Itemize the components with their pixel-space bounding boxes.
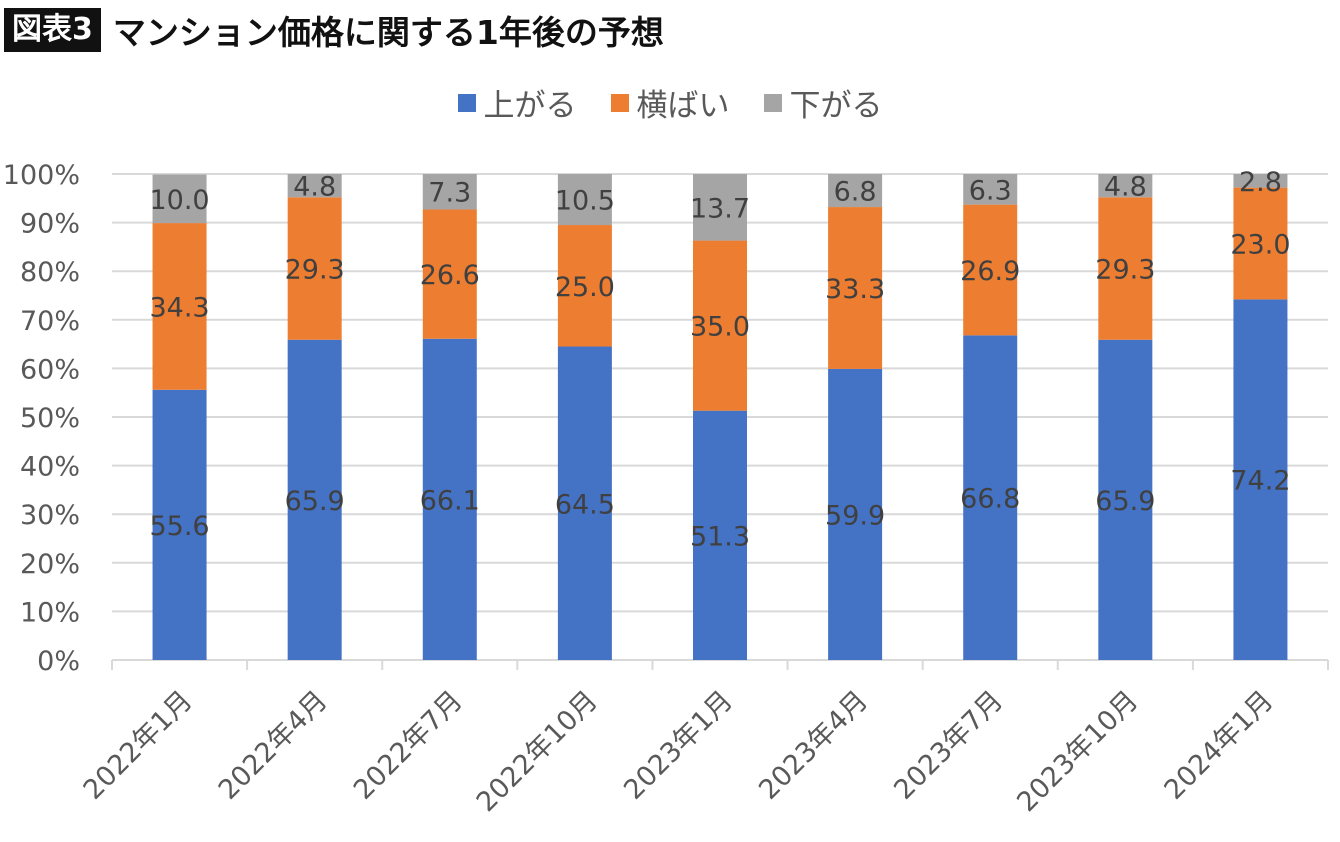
bar-segment [1098,339,1153,660]
legend-item-flat: 横ばい [610,80,730,125]
bar-segment [828,207,883,369]
data-label: 4.8 [293,172,336,203]
data-label: 2.8 [1239,167,1282,198]
x-tick-label: 2023年7月 [888,685,1009,806]
bar-segment [693,240,747,411]
y-tick-label: 0% [37,646,80,677]
legend-swatch-flat [610,93,629,112]
data-label: 66.8 [960,484,1020,515]
data-label: 4.8 [1104,172,1147,203]
x-tick-label: 2022年4月 [213,685,334,806]
data-label: 25.0 [555,272,615,303]
x-tick-label: 2023年10月 [1011,685,1144,818]
bar-segment [1233,299,1288,660]
bar-segment [422,174,477,210]
legend-swatch-down [763,93,782,112]
data-label: 59.9 [825,500,885,531]
legend-item-up: 上がる [457,80,577,125]
bar-segment [1233,187,1288,300]
figure-number-badge: 図表3 [4,8,101,52]
x-tick-label: 2022年1月 [78,685,199,806]
bar-segment [422,338,477,660]
data-label: 23.0 [1230,229,1290,260]
x-tick-label: 2023年4月 [753,685,874,806]
data-label: 26.6 [420,260,480,291]
bar-segment [152,223,207,390]
x-tick-label: 2024年1月 [1159,685,1280,806]
data-label: 64.5 [555,489,615,520]
data-label: 34.3 [149,292,209,323]
bar-segment [557,174,612,226]
data-label: 29.3 [1095,255,1155,286]
y-tick-label: 20% [20,549,80,580]
x-tick-label: 2022年7月 [348,685,469,806]
bar-segment [287,174,342,198]
y-tick-label: 40% [20,452,80,483]
bar-segment [1098,174,1153,198]
legend-swatch-up [457,93,476,112]
y-tick-label: 30% [20,500,80,531]
legend-item-down: 下がる [763,80,883,125]
bar-segment [963,335,1018,660]
bar-segment [828,368,883,660]
y-tick-label: 70% [20,306,80,337]
bar-segment [422,209,477,339]
bar-segment [557,346,612,660]
bar-segment [963,204,1018,336]
x-tick-label: 2023年1月 [618,685,739,806]
bar-segment [152,389,207,660]
data-label: 55.6 [149,511,209,542]
data-label: 33.3 [825,274,885,305]
bar-segment [287,197,342,340]
data-label: 65.9 [285,486,345,517]
y-tick-label: 60% [20,354,80,385]
data-label: 65.9 [1095,486,1155,517]
bar-segment [693,174,747,241]
bar-segment [828,174,883,208]
data-label: 6.8 [834,177,877,208]
data-label: 10.5 [555,186,615,217]
bar-segment [693,410,747,660]
bar-segment [1098,197,1153,340]
data-label: 35.0 [690,312,750,343]
figure-header: 図表3 マンション価格に関する1年後の予想 [4,6,664,54]
data-label: 7.3 [428,178,471,209]
y-tick-label: 10% [20,597,80,628]
bar-segment [287,339,342,660]
data-label: 6.3 [969,175,1012,206]
data-label: 74.2 [1230,466,1290,497]
data-label: 51.3 [690,521,750,552]
y-tick-label: 90% [20,209,80,240]
x-tick-label: 2022年10月 [471,685,604,818]
data-label: 10.0 [149,185,209,216]
data-label: 13.7 [690,193,750,224]
legend-label-down: 下がる [789,88,883,124]
legend-label-up: 上がる [483,88,577,124]
bar-segment [963,174,1018,205]
y-tick-label: 100% [3,160,80,191]
chart-title: マンション価格に関する1年後の予想 [112,13,664,52]
y-tick-label: 80% [20,257,80,288]
chart-legend: 上がる 横ばい 下がる [0,80,1340,125]
data-label: 29.3 [285,255,345,286]
bar-segment [557,225,612,347]
legend-label-flat: 横ばい [636,88,730,124]
data-label: 66.1 [420,485,480,516]
bar-segment [152,174,207,224]
bar-segment [1233,174,1288,188]
data-label: 26.9 [960,256,1020,287]
y-tick-label: 50% [20,403,80,434]
